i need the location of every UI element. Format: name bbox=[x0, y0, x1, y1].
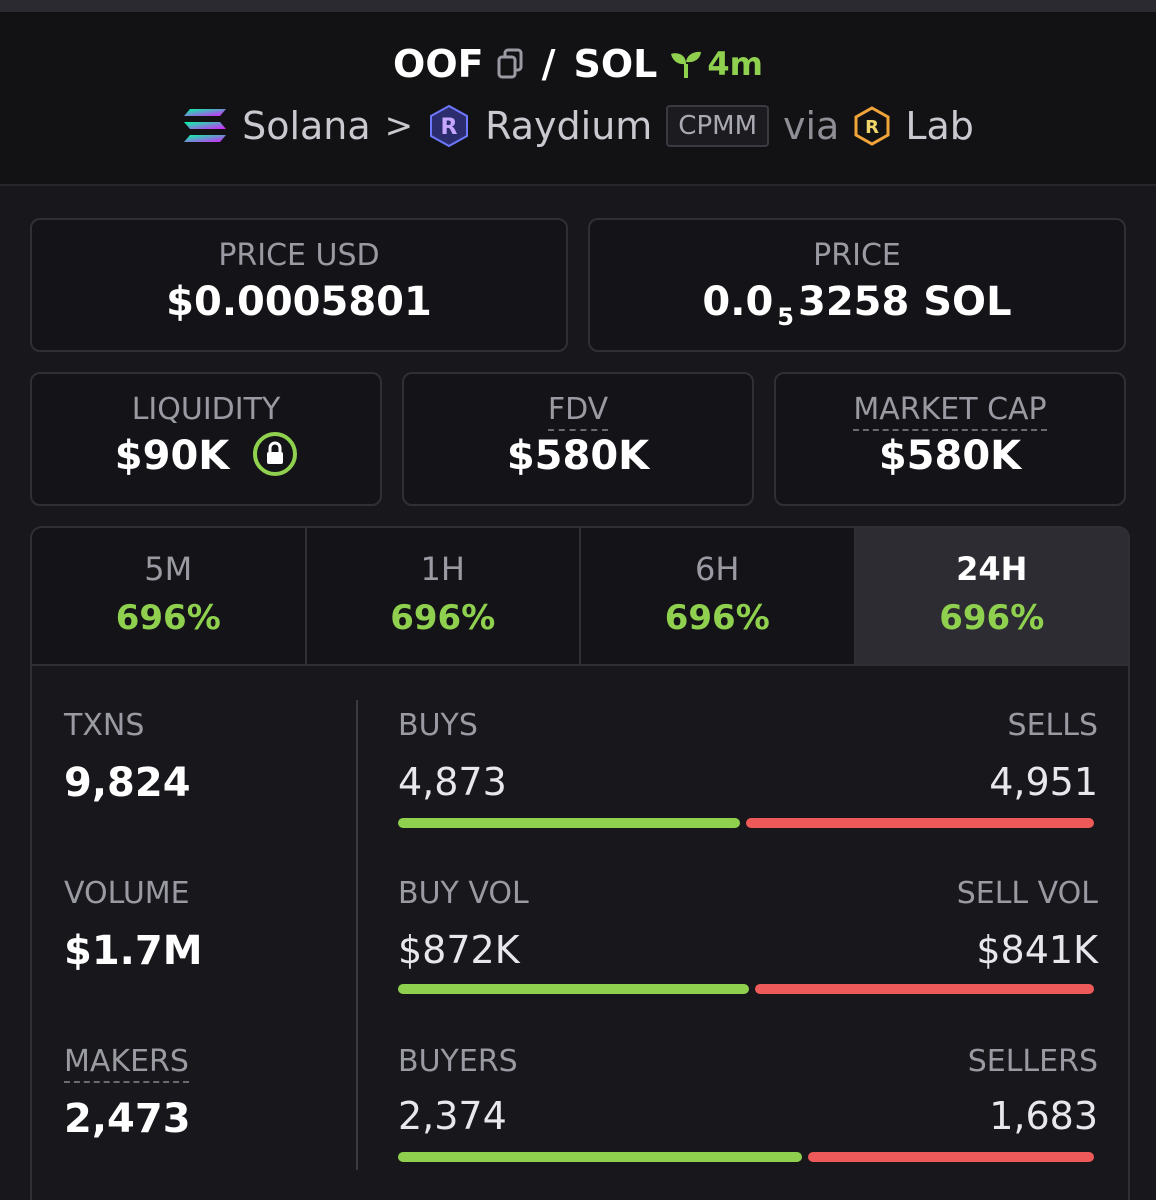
svg-text:R: R bbox=[865, 117, 879, 138]
pair-age: 4m bbox=[669, 45, 763, 83]
market-cap-value: $580K bbox=[878, 433, 1022, 479]
stats-divider bbox=[356, 700, 358, 1170]
dex-link[interactable]: Raydium bbox=[485, 104, 653, 148]
sellers-label: SELLERS bbox=[967, 1044, 1098, 1079]
price-native-label: PRICE bbox=[813, 238, 901, 273]
price-usd-value: $0.0005801 bbox=[166, 279, 432, 325]
buys-bar bbox=[398, 818, 740, 828]
tab-5m[interactable]: 5M 696% bbox=[32, 528, 307, 664]
buyers-label: BUYERS bbox=[398, 1044, 518, 1079]
sellers-bar bbox=[808, 1152, 1094, 1162]
makers-value: 2,473 bbox=[64, 1096, 191, 1142]
pair-age-value: 4m bbox=[707, 45, 763, 83]
timeframe-tabs: 5M 696% 1H 696% 6H 696% 24H 696% bbox=[30, 526, 1130, 666]
buyers-value: 2,374 bbox=[398, 1094, 507, 1138]
liquidity-card: LIQUIDITY $90K bbox=[30, 372, 382, 506]
volume-label: VOLUME bbox=[64, 876, 190, 911]
top-edge bbox=[0, 0, 1156, 12]
tab-change: 696% bbox=[939, 598, 1045, 638]
quote-token-symbol: SOL bbox=[573, 42, 658, 86]
tab-24h[interactable]: 24H 696% bbox=[855, 528, 1128, 664]
fdv-label[interactable]: FDV bbox=[404, 392, 752, 431]
makers-label[interactable]: MAKERS bbox=[64, 1044, 189, 1083]
buyers-bar bbox=[398, 1152, 802, 1162]
volume-value: $1.7M bbox=[64, 928, 203, 974]
liquidity-value-row: $90K bbox=[32, 432, 380, 480]
tab-label: 1H bbox=[420, 550, 465, 588]
sellers-value: 1,683 bbox=[989, 1094, 1098, 1138]
market-cap-label[interactable]: MARKET CAP bbox=[776, 392, 1124, 431]
pair-header: OOF / SOL 4m Solana > R Raydium bbox=[0, 12, 1156, 186]
sells-value: 4,951 bbox=[989, 760, 1098, 804]
fdv-card: FDV $580K bbox=[402, 372, 754, 506]
price-native-prefix: 0.0 bbox=[702, 279, 774, 325]
sells-label: SELLS bbox=[1007, 708, 1098, 743]
fdv-value: $580K bbox=[506, 433, 650, 479]
svg-text:R: R bbox=[441, 115, 458, 140]
buy-vol-value: $872K bbox=[398, 928, 520, 972]
sells-bar bbox=[746, 818, 1094, 828]
pair-slash: / bbox=[541, 42, 556, 86]
tab-change: 696% bbox=[664, 598, 770, 638]
base-token-symbol: OOF bbox=[393, 42, 484, 86]
sell-vol-value: $841K bbox=[976, 928, 1098, 972]
seedling-icon bbox=[671, 51, 702, 78]
sell-vol-label: SELL VOL bbox=[956, 876, 1098, 911]
breadcrumb: Solana > R Raydium CPMM via R Lab bbox=[0, 104, 1156, 148]
lab-logo-icon: R bbox=[854, 106, 890, 146]
txns-label: TXNS bbox=[64, 708, 145, 743]
price-native-digits: 3258 bbox=[797, 279, 910, 325]
buy-vol-bar bbox=[398, 984, 749, 994]
lock-icon[interactable] bbox=[253, 432, 298, 476]
price-native-card: PRICE 0.0 5 3258 SOL bbox=[588, 218, 1126, 352]
market-cap-card: MARKET CAP $580K bbox=[774, 372, 1126, 506]
price-native-zero-count: 5 bbox=[777, 303, 794, 331]
pool-type-badge: CPMM bbox=[666, 105, 769, 147]
liquidity-label: LIQUIDITY bbox=[131, 392, 281, 427]
tab-change: 696% bbox=[115, 598, 221, 638]
solana-logo-icon bbox=[184, 109, 227, 142]
pair-title-row: OOF / SOL 4m bbox=[0, 42, 1156, 86]
liquidity-value: $90K bbox=[114, 433, 230, 479]
chain-link[interactable]: Solana bbox=[242, 104, 371, 148]
via-label: via bbox=[783, 104, 840, 148]
txns-value: 9,824 bbox=[64, 760, 191, 806]
copy-icon[interactable] bbox=[496, 48, 524, 80]
price-native-value: 0.0 5 3258 SOL bbox=[590, 279, 1124, 331]
chevron-right-icon: > bbox=[384, 106, 414, 146]
tab-label: 24H bbox=[956, 550, 1028, 588]
tab-label: 5M bbox=[144, 550, 193, 588]
price-usd-label: PRICE USD bbox=[218, 238, 380, 273]
price-usd-card: PRICE USD $0.0005801 bbox=[30, 218, 568, 352]
price-native-unit: SOL bbox=[923, 279, 1012, 325]
buys-label: BUYS bbox=[398, 708, 478, 743]
buy-vol-label: BUY VOL bbox=[398, 876, 529, 911]
tab-change: 696% bbox=[390, 598, 496, 638]
raydium-logo-icon: R bbox=[430, 104, 469, 148]
sell-vol-bar bbox=[755, 984, 1094, 994]
tab-1h[interactable]: 1H 696% bbox=[307, 528, 581, 664]
buys-value: 4,873 bbox=[398, 760, 507, 804]
stats-panel: TXNS 9,824 VOLUME $1.7M MAKERS 2,473 BUY… bbox=[30, 662, 1130, 1200]
launchpad-link[interactable]: Lab bbox=[905, 104, 974, 148]
tab-6h[interactable]: 6H 696% bbox=[581, 528, 856, 664]
tab-label: 6H bbox=[695, 550, 740, 588]
